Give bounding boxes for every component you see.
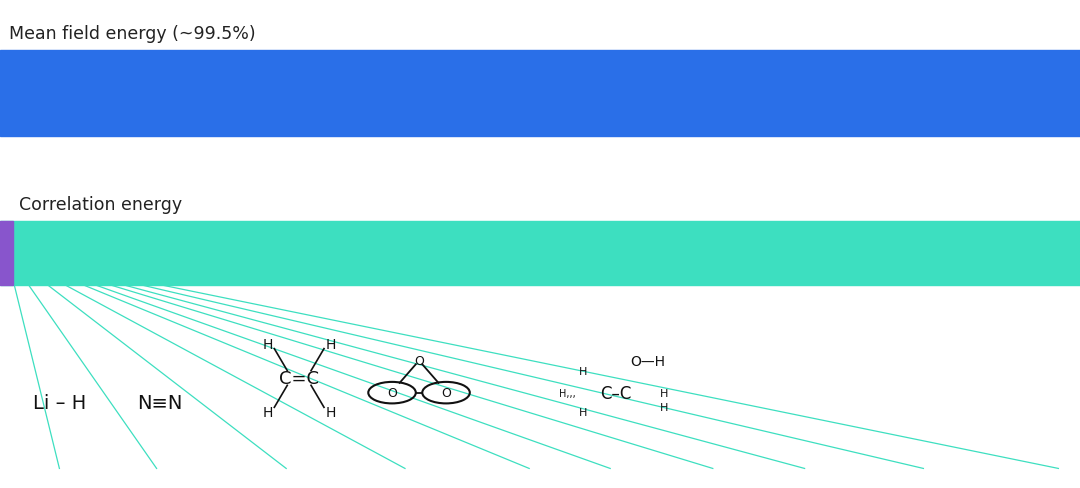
Bar xyxy=(0,51,1080,137)
Text: Li – H: Li – H xyxy=(32,393,86,412)
Text: Mean field energy (~99.5%): Mean field energy (~99.5%) xyxy=(9,24,255,42)
Text: H,,,: H,,, xyxy=(558,388,576,398)
Bar xyxy=(0,222,1080,285)
Text: C=C: C=C xyxy=(279,369,320,387)
Text: H: H xyxy=(660,388,669,398)
Text: H: H xyxy=(579,407,588,417)
Text: H: H xyxy=(325,337,336,351)
Bar xyxy=(0,222,13,285)
Text: N≡N: N≡N xyxy=(137,393,183,412)
Text: H: H xyxy=(262,337,273,351)
Text: C–C: C–C xyxy=(599,384,632,402)
Text: H: H xyxy=(262,406,273,419)
Text: O: O xyxy=(414,355,424,367)
Text: H: H xyxy=(325,406,336,419)
Text: H: H xyxy=(660,403,669,412)
Text: O: O xyxy=(441,386,451,399)
Text: H: H xyxy=(579,366,588,376)
Text: O—H: O—H xyxy=(631,354,665,368)
Text: O: O xyxy=(387,386,397,399)
Text: Correlation energy: Correlation energy xyxy=(19,195,183,213)
